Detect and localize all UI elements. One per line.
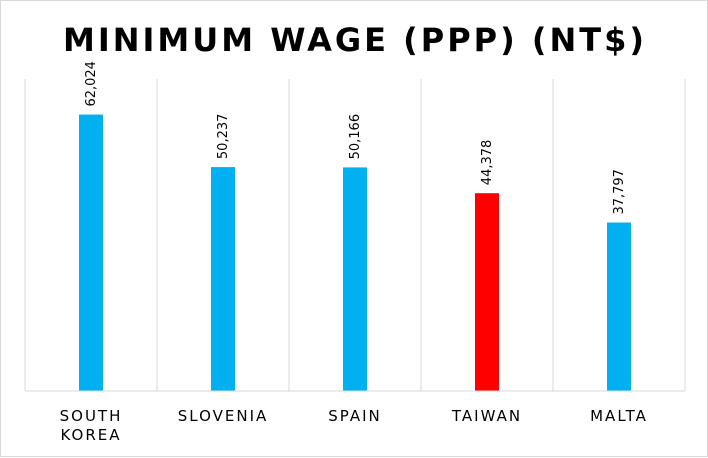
category-separators <box>24 79 686 391</box>
chart-title: MINIMUM WAGE (PPP) (NT$) <box>63 21 647 59</box>
data-label: 50,237 <box>216 114 231 160</box>
bar-spain <box>343 167 367 391</box>
category-label: TAIWAN <box>451 407 522 425</box>
bar-malta <box>607 222 631 391</box>
bar-south-korea <box>79 114 103 391</box>
bar-taiwan <box>475 193 499 391</box>
bar-slovenia <box>211 167 235 391</box>
data-label: 50,166 <box>348 114 363 160</box>
category-label: SLOVENIA <box>178 407 269 425</box>
category-label: KOREA <box>61 426 122 444</box>
data-label: 37,797 <box>612 169 627 215</box>
category-label: SOUTH <box>60 407 123 425</box>
category-label: SPAIN <box>328 407 382 425</box>
category-label: MALTA <box>590 407 648 425</box>
data-label: 44,378 <box>480 140 495 186</box>
data-label: 62,024 <box>84 61 99 107</box>
data-labels: 62,024 50,237 50,166 44,378 37,797 <box>84 61 627 214</box>
bars <box>79 114 631 391</box>
